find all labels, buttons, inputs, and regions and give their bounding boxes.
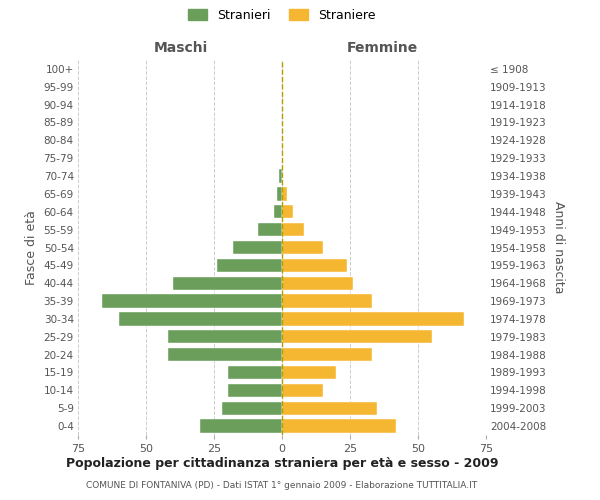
Bar [282, 258, 347, 272]
Bar [274, 205, 282, 218]
Bar [282, 366, 337, 379]
Bar [227, 384, 282, 397]
Bar [168, 330, 282, 344]
Y-axis label: Fasce di età: Fasce di età [25, 210, 38, 285]
Bar [282, 330, 431, 344]
Bar [282, 241, 323, 254]
Bar [282, 205, 293, 218]
Bar [257, 223, 282, 236]
Bar [200, 420, 282, 433]
Bar [119, 312, 282, 326]
Bar [282, 187, 287, 200]
Bar [277, 187, 282, 200]
Bar [282, 384, 323, 397]
Bar [282, 294, 372, 308]
Bar [282, 420, 396, 433]
Bar [222, 402, 282, 415]
Bar [282, 402, 377, 415]
Bar [168, 348, 282, 362]
Bar [233, 241, 282, 254]
Text: Maschi: Maschi [154, 40, 208, 54]
Text: Popolazione per cittadinanza straniera per età e sesso - 2009: Popolazione per cittadinanza straniera p… [66, 458, 498, 470]
Bar [282, 223, 304, 236]
Bar [103, 294, 282, 308]
Bar [282, 276, 353, 290]
Bar [227, 366, 282, 379]
Y-axis label: Anni di nascita: Anni di nascita [553, 201, 565, 294]
Bar [282, 312, 464, 326]
Text: COMUNE DI FONTANIVA (PD) - Dati ISTAT 1° gennaio 2009 - Elaborazione TUTTITALIA.: COMUNE DI FONTANIVA (PD) - Dati ISTAT 1°… [86, 481, 478, 490]
Bar [173, 276, 282, 290]
Bar [279, 170, 282, 183]
Legend: Stranieri, Straniere: Stranieri, Straniere [188, 8, 376, 22]
Text: Femmine: Femmine [347, 40, 418, 54]
Bar [282, 348, 372, 362]
Bar [217, 258, 282, 272]
